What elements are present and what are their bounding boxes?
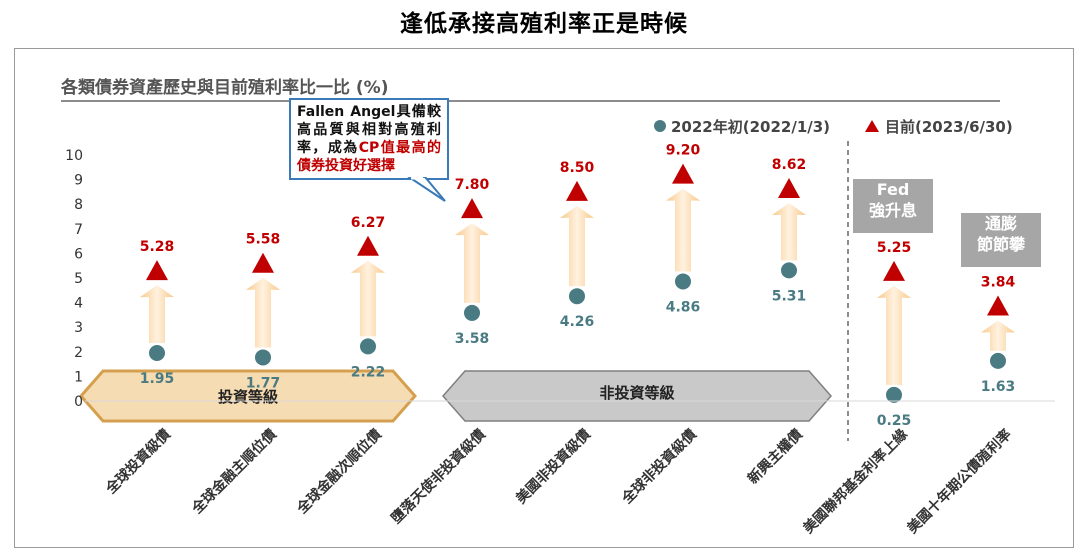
start-yield-label: 4.86: [666, 299, 701, 315]
yield-change-arrow: [560, 205, 594, 287]
chart-title: 各類債券資產歷史與目前殖利率比一比 (%): [60, 77, 389, 98]
category-label: 全球金融主順位債: [188, 426, 280, 518]
start-yield-label: 5.31: [772, 288, 807, 304]
current-yield-label: 5.58: [246, 232, 281, 248]
y-tick-label: 2: [74, 345, 83, 361]
y-tick-label: 8: [74, 197, 83, 213]
callout-highlight: CP值最高的債券投資好選擇: [297, 140, 441, 174]
fallen-angel-callout: Fallen Angel具備較高品質與相對高殖利率，成為CP值最高的債券投資好選…: [289, 98, 449, 180]
current-yield-point: [461, 198, 483, 219]
current-yield-point: [357, 235, 379, 256]
category-label: 全球投資級債: [102, 426, 174, 498]
yield-change-arrow: [140, 285, 174, 344]
yield-change-arrow: [981, 320, 1015, 351]
current-yield-label: 7.80: [455, 177, 490, 193]
category-label: 美國非投資級債: [513, 426, 594, 507]
legend-current-marker: [865, 120, 879, 132]
y-tick-label: 3: [74, 320, 83, 336]
start-yield-label: 1.77: [246, 375, 281, 391]
start-yield-label: 1.95: [140, 371, 175, 387]
yield-change-arrow: [877, 285, 911, 385]
y-tick-label: 5: [74, 271, 83, 287]
category-label: 美國聯邦基金利率上緣: [800, 425, 912, 537]
yield-change-arrow: [246, 277, 280, 348]
start-yield-point: [255, 349, 271, 366]
y-tick-label: 10: [65, 148, 83, 164]
callout-text: Fallen Angel具備較高品質與相對高殖利率，成為: [297, 104, 441, 156]
current-yield-point: [987, 295, 1009, 316]
start-yield-point: [990, 352, 1006, 369]
start-yield-point: [886, 386, 902, 403]
current-yield-label: 8.50: [560, 160, 595, 176]
current-yield-label: 5.28: [140, 239, 175, 255]
investment-grade-band: [79, 369, 417, 423]
category-label: 美國十年期公債殖利率: [904, 426, 1015, 537]
start-yield-point: [569, 288, 585, 305]
start-yield-label: 0.25: [877, 413, 912, 429]
start-yield-label: 4.26: [560, 314, 595, 330]
start-yield-point: [360, 338, 376, 355]
non-investment-grade-label: 非投資等級: [599, 384, 674, 402]
current-yield-point: [778, 177, 800, 198]
yield-change-arrow: [351, 260, 385, 337]
current-yield-label: 5.25: [877, 240, 912, 256]
start-yield-point: [675, 273, 691, 290]
current-yield-point: [252, 252, 274, 273]
non-investment-grade-band: [442, 370, 832, 422]
yield-change-arrow: [455, 223, 489, 303]
y-tick-label: 1: [74, 369, 83, 385]
y-tick-label: 0: [74, 394, 83, 410]
start-yield-label: 2.22: [351, 364, 386, 380]
start-yield-point: [464, 304, 480, 321]
start-yield-point: [149, 345, 165, 362]
start-yield-label: 3.58: [455, 331, 490, 347]
yield-chart: 各類債券資產歷史與目前殖利率比一比 (%) 投資等級 非投資等級 1.955.28…: [60, 77, 1055, 537]
page-title: 逢低承接高殖利率正是時候: [400, 11, 688, 37]
category-label: 新興主權債: [744, 426, 806, 488]
current-yield-point: [566, 180, 588, 201]
y-tick-label: 7: [74, 222, 83, 238]
category-label: 墮落天使非投資級債: [388, 426, 489, 527]
y-tick-label: 6: [74, 246, 83, 262]
start-yield-label: 1.63: [981, 379, 1016, 395]
y-tick-label: 9: [74, 173, 83, 189]
fed-note: Fed 強升息: [853, 179, 933, 233]
yield-change-arrow: [772, 202, 806, 261]
current-yield-label: 8.62: [772, 157, 807, 173]
current-yield-label: 3.84: [981, 275, 1016, 291]
callout-pointer: [407, 177, 446, 202]
current-yield-point: [883, 260, 905, 281]
legend-current-label: 目前(2023/6/30): [885, 118, 1013, 136]
legend-start-marker: [654, 120, 666, 132]
current-yield-label: 6.27: [351, 215, 386, 231]
current-yield-point: [672, 163, 694, 184]
current-yield-label: 9.20: [666, 143, 701, 159]
chart-frame: 各類債券資產歷史與目前殖利率比一比 (%) 投資等級 非投資等級 1.95 5.28…: [14, 48, 1074, 548]
category-label: 全球金融次順位債: [293, 426, 385, 518]
start-yield-point: [781, 262, 797, 279]
inflation-note: 通膨 節節攀: [961, 213, 1041, 267]
legend-start-label: 2022年初(2022/1/3): [671, 118, 830, 136]
category-label: 全球非投資級債: [618, 426, 700, 508]
yield-change-arrow: [666, 188, 700, 272]
current-yield-point: [146, 260, 168, 281]
y-tick-label: 4: [74, 296, 83, 312]
